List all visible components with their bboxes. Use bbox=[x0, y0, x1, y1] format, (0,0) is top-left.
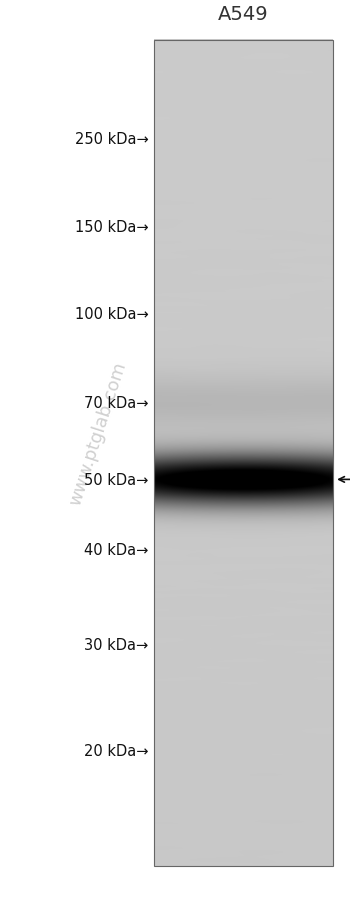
Bar bbox=[154, 41, 332, 866]
Text: A549: A549 bbox=[218, 5, 268, 24]
Text: 250 kDa→: 250 kDa→ bbox=[75, 133, 149, 147]
Text: 150 kDa→: 150 kDa→ bbox=[75, 220, 149, 235]
Text: 20 kDa→: 20 kDa→ bbox=[84, 743, 149, 758]
Text: 50 kDa→: 50 kDa→ bbox=[84, 473, 149, 487]
Text: 40 kDa→: 40 kDa→ bbox=[84, 543, 149, 557]
Text: 70 kDa→: 70 kDa→ bbox=[84, 396, 149, 410]
Text: 100 kDa→: 100 kDa→ bbox=[75, 307, 149, 321]
Text: 30 kDa→: 30 kDa→ bbox=[84, 638, 149, 652]
Text: www.ptglab.com: www.ptglab.com bbox=[66, 359, 130, 507]
